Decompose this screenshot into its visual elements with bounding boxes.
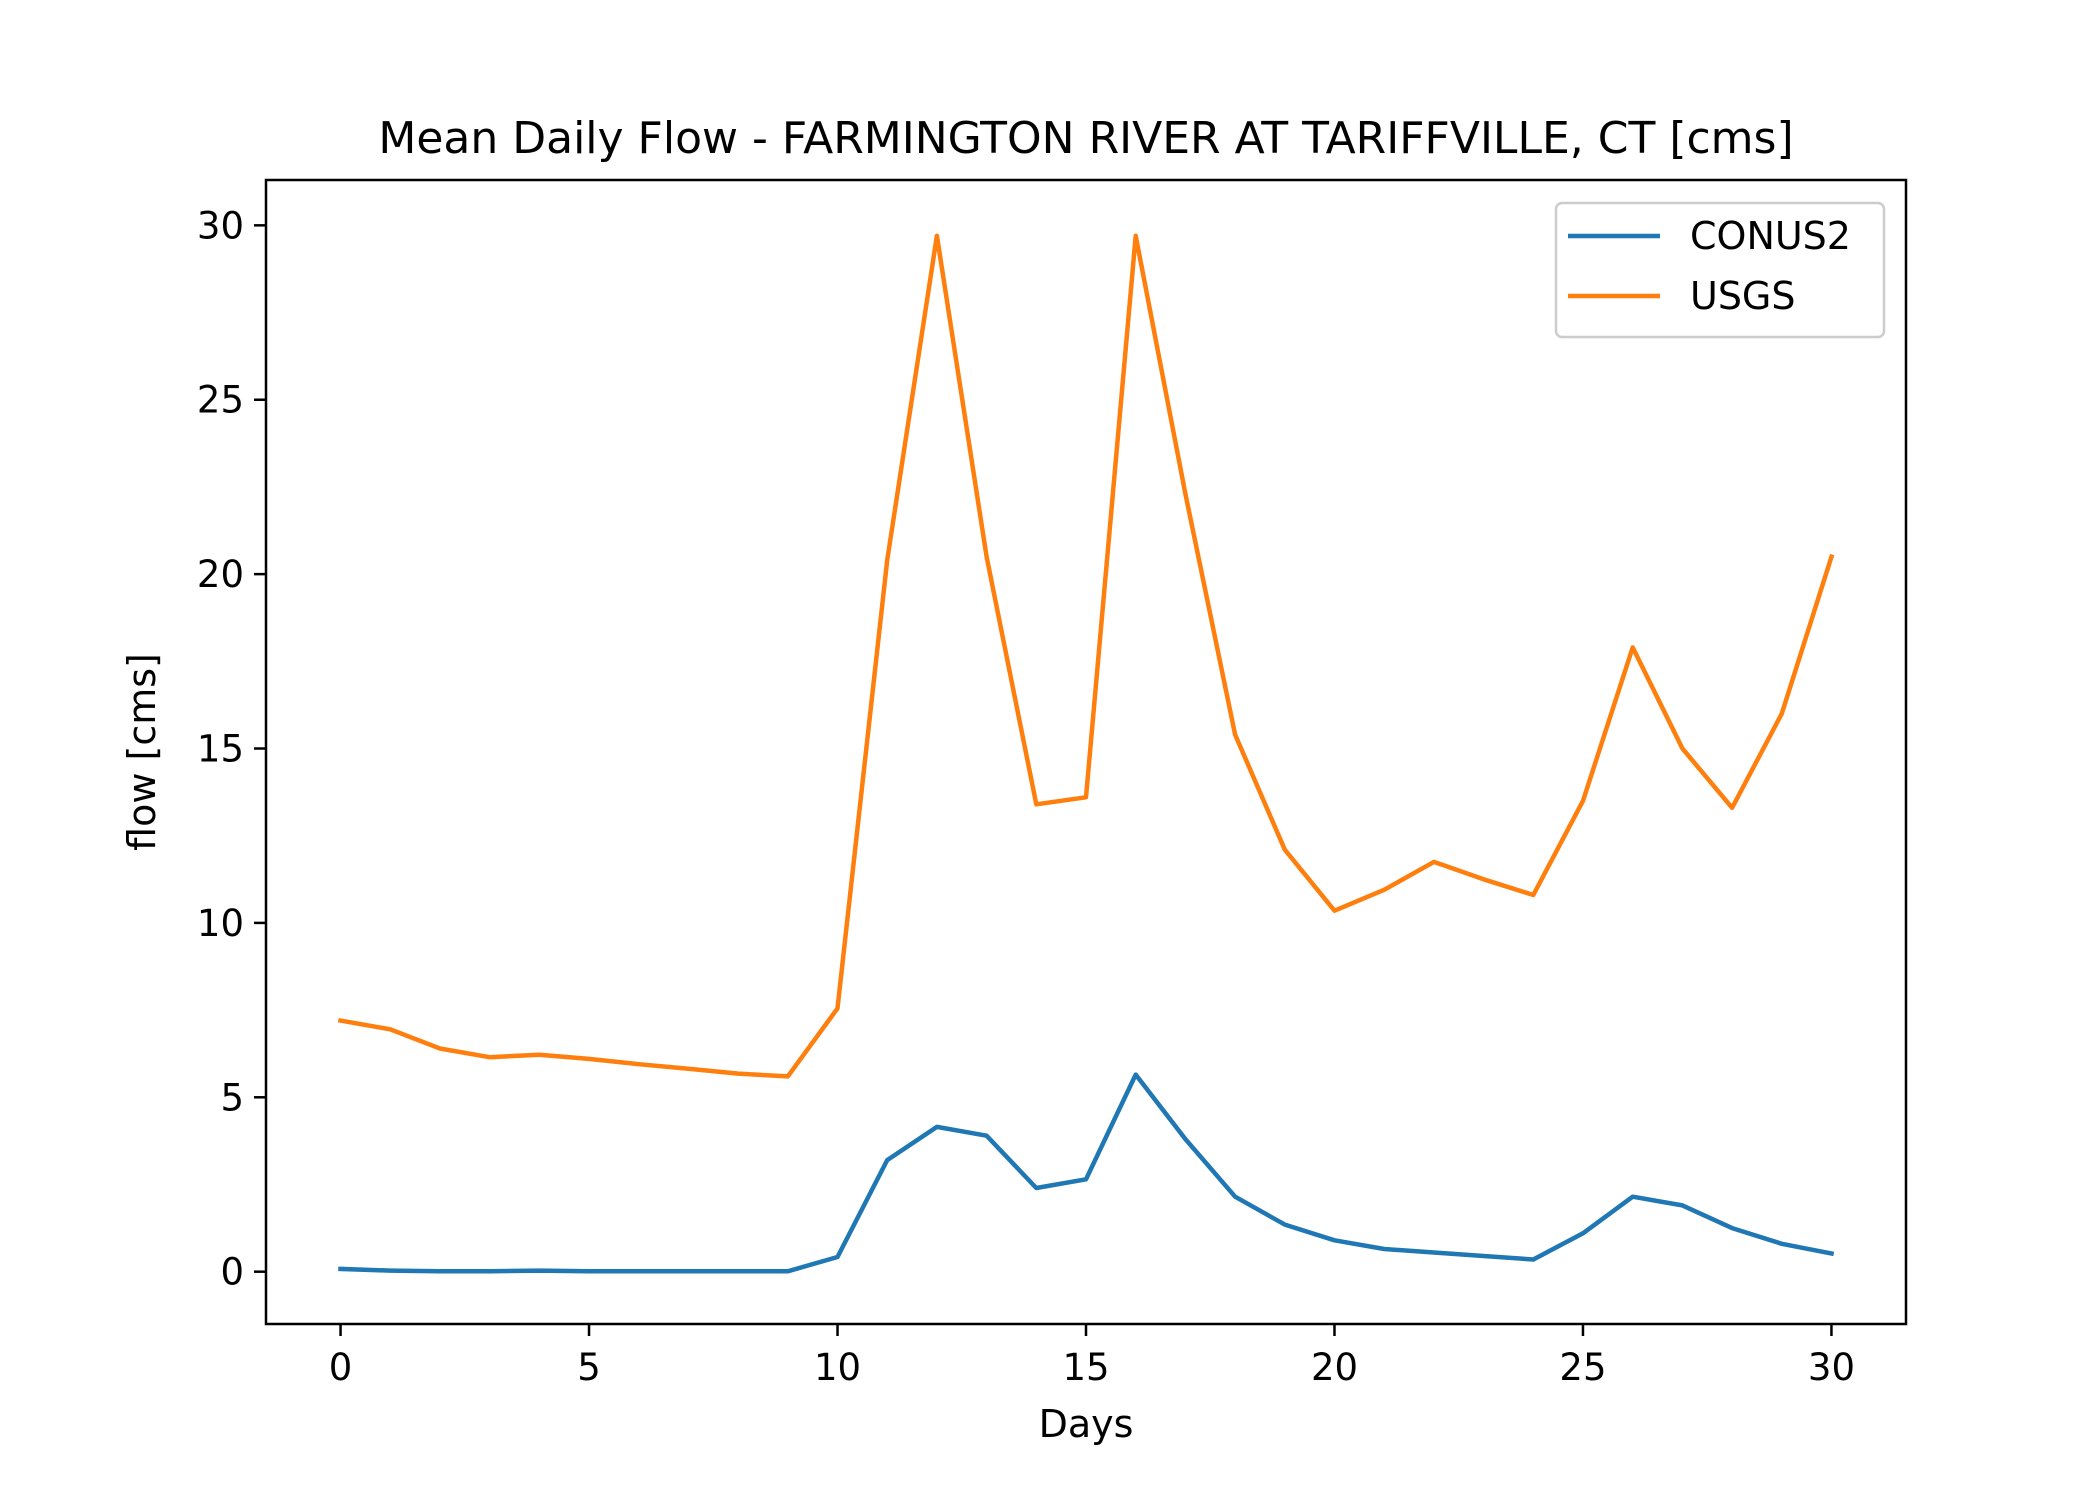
x-axis-ticks: 0 5 10 15 20 25 30 xyxy=(329,1324,1855,1389)
x-tick-label: 20 xyxy=(1311,1346,1358,1389)
y-tick-label: 5 xyxy=(220,1076,244,1119)
x-tick-label: 5 xyxy=(577,1346,601,1389)
x-tick-label: 0 xyxy=(329,1346,353,1389)
legend-label-usgs: USGS xyxy=(1690,274,1796,318)
x-tick-label: 25 xyxy=(1559,1346,1606,1389)
y-tick-label: 15 xyxy=(197,728,244,771)
y-tick-label: 0 xyxy=(220,1251,244,1294)
plot-lines xyxy=(337,233,1835,1274)
plot-frame xyxy=(264,178,1908,1326)
x-tick-label: 30 xyxy=(1808,1346,1855,1389)
legend: CONUS2 USGS xyxy=(1554,201,1886,339)
legend-label-conus2: CONUS2 xyxy=(1690,214,1851,258)
series-line-usgs xyxy=(337,233,1835,1079)
chart-title: Mean Daily Flow - FARMINGTON RIVER AT TA… xyxy=(378,113,1793,164)
x-tick-label: 10 xyxy=(814,1346,861,1389)
series-line-conus2 xyxy=(338,1072,1835,1274)
y-tick-label: 25 xyxy=(197,379,244,422)
y-tick-label: 20 xyxy=(197,553,244,596)
x-tick-label: 15 xyxy=(1062,1346,1109,1389)
x-axis-label: Days xyxy=(1039,1402,1134,1446)
y-tick-label: 30 xyxy=(197,204,244,247)
y-tick-label: 10 xyxy=(197,902,244,945)
y-axis-ticks: 0 5 10 15 20 25 30 xyxy=(197,204,266,1294)
y-axis-label: flow [cms] xyxy=(120,653,164,851)
